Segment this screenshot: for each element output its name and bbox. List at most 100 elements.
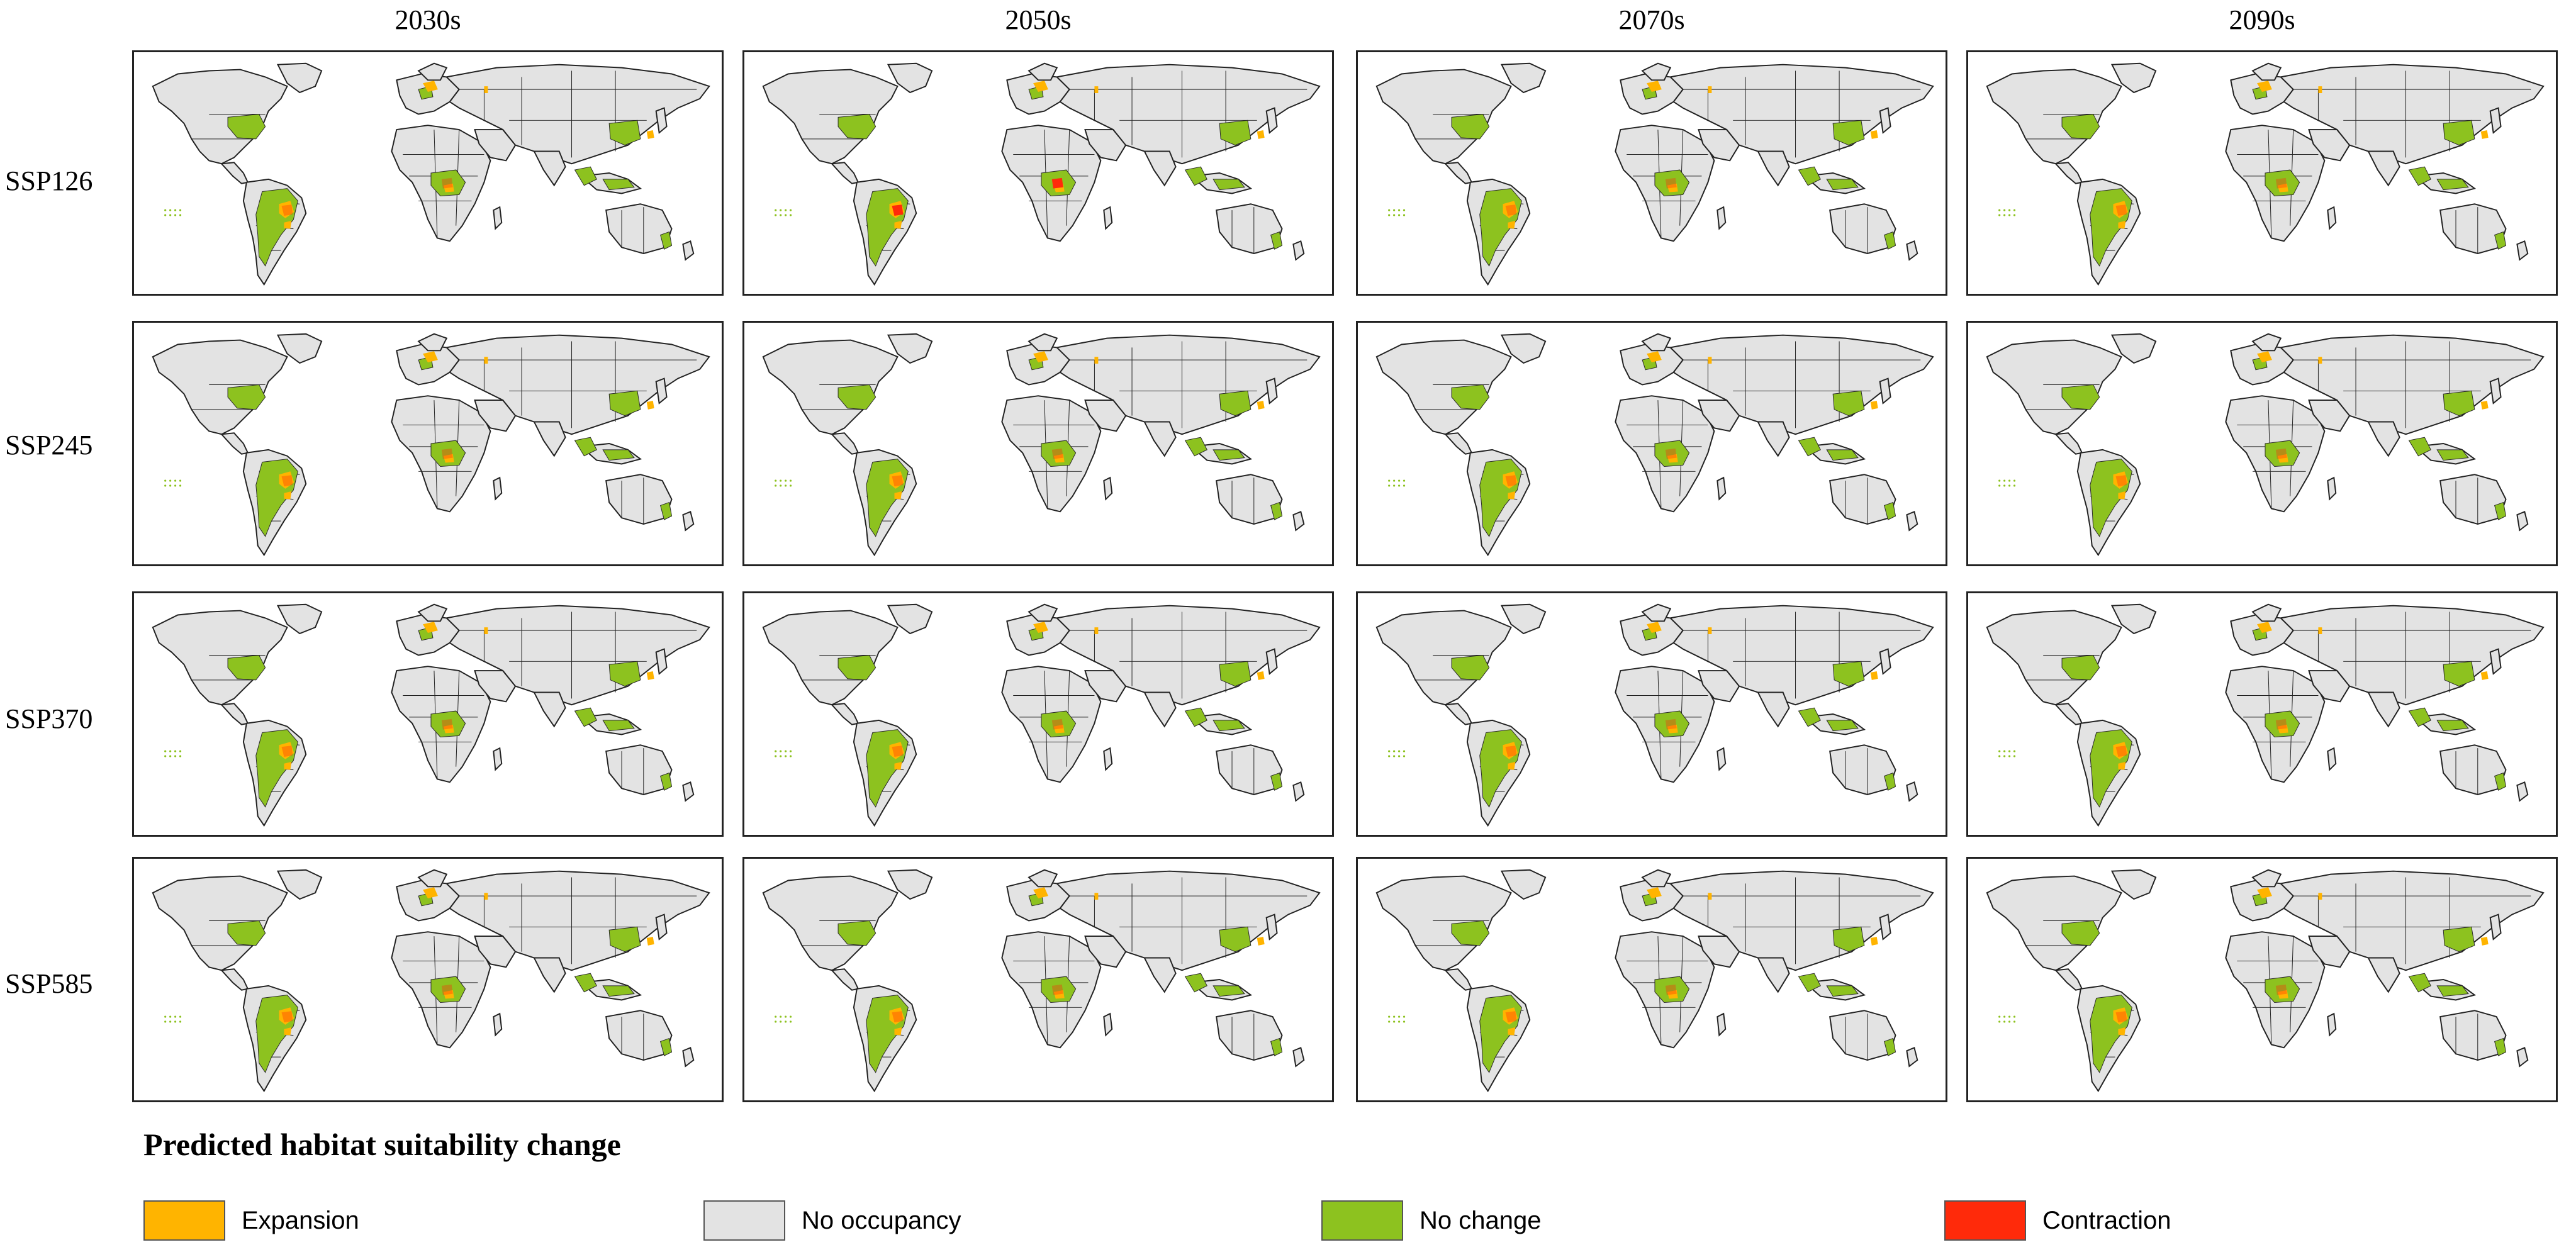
landmass-1: [1500, 62, 1547, 94]
contraction-region-1: [441, 177, 453, 189]
expansion-region-2: [2277, 454, 2288, 463]
landmass-0: [152, 339, 288, 435]
no-change-region-0: [1451, 113, 1490, 140]
no-change-region-5: [602, 449, 635, 461]
expansion-region-0: [889, 471, 905, 489]
no-change-region-0: [227, 113, 266, 140]
landmass-7: [1103, 1012, 1113, 1037]
island-dot: [775, 1020, 777, 1023]
landmass-5: [1028, 62, 1058, 81]
contraction-region-0: [2115, 746, 2127, 757]
landmass-1: [2110, 869, 2157, 900]
landmass-13: [1216, 1010, 1283, 1061]
island-dot: [1403, 750, 1406, 752]
column-title-2030s: 2030s: [395, 4, 461, 35]
no-change-region-4: [1184, 437, 1207, 457]
column-title-2090s: 2090s: [2229, 4, 2295, 35]
island-dot: [789, 1020, 792, 1023]
expansion-region-0: [279, 742, 294, 759]
landmass-7: [1716, 476, 1727, 501]
no-change-region-6: [2494, 501, 2507, 520]
island-dot: [169, 484, 172, 487]
island-dot: [1403, 209, 1406, 211]
contraction-region-0: [1505, 204, 1517, 216]
landmass-2: [220, 432, 249, 455]
contraction-region-0: [892, 475, 904, 486]
island-dot: [164, 1015, 167, 1018]
island-dot: [1393, 209, 1396, 211]
expansion-region-4: [1257, 671, 1265, 680]
island-dot: [1388, 479, 1391, 482]
landmass-0: [762, 875, 899, 971]
island-dot: [174, 214, 177, 216]
contraction-region-0: [281, 475, 293, 486]
no-change-region-4: [574, 973, 597, 993]
landmass-5: [2251, 603, 2282, 622]
island-dot: [164, 1020, 167, 1023]
no-change-region-0: [227, 384, 266, 410]
expansion-region-5: [1094, 357, 1099, 364]
island-dot: [775, 479, 777, 482]
landmass-5: [1028, 869, 1058, 888]
legend-item-expansion: Expansion: [143, 1198, 359, 1243]
island-dot: [2008, 209, 2011, 211]
island-dot: [1393, 1020, 1396, 1023]
island-dot: [2003, 479, 2006, 482]
landmass-14: [1292, 781, 1305, 802]
island-dot: [775, 209, 777, 211]
expansion-region-0: [279, 1007, 294, 1025]
landmass-0: [152, 610, 288, 706]
no-change-region-2: [2265, 169, 2300, 196]
landmass-12: [1879, 648, 1891, 675]
expansion-region-4: [2480, 937, 2489, 946]
contraction-region-0: [1505, 475, 1517, 486]
landmass-14: [682, 1046, 695, 1068]
expansion-region-4: [646, 937, 654, 946]
world-map: [1375, 62, 1934, 286]
island-dot: [789, 484, 792, 487]
landmass-12: [1879, 107, 1891, 134]
expansion-region-4: [1870, 401, 1878, 410]
no-change-region-0: [227, 920, 266, 946]
legend-item-no-change: No change: [1321, 1198, 1541, 1243]
no-change-region-2: [1654, 710, 1690, 737]
landmass-10: [1143, 150, 1177, 187]
expansion-region-0: [1503, 1007, 1518, 1025]
no-change-region-2: [1041, 710, 1077, 737]
landmass-12: [1265, 377, 1278, 405]
landmass-5: [417, 62, 448, 81]
landmass-13: [605, 1010, 673, 1061]
island-dot: [164, 750, 167, 752]
expansion-region-3: [1033, 887, 1048, 899]
landmass-13: [2439, 744, 2507, 796]
expansion-region-4: [1870, 937, 1878, 946]
expansion-region-2: [1053, 454, 1065, 463]
no-change-region-0: [837, 113, 876, 140]
no-change-region-5: [602, 720, 635, 732]
contraction-region-1: [1051, 718, 1063, 730]
no-change-region-4: [1184, 166, 1207, 186]
no-change-region-4: [574, 166, 597, 186]
landmass-5: [1641, 62, 1672, 81]
landmass-14: [1906, 781, 1918, 802]
island-dot: [780, 1015, 782, 1018]
no-change-region-4: [1798, 707, 1821, 727]
island-dot: [775, 214, 777, 216]
landmass-12: [655, 913, 668, 941]
no-change-region-2: [1654, 976, 1690, 1003]
expansion-region-5: [484, 893, 488, 900]
island-dot: [780, 750, 782, 752]
no-change-region-3: [608, 120, 641, 146]
island-dot: [1397, 484, 1401, 487]
landmass-13: [2439, 203, 2507, 255]
expansion-region-0: [279, 471, 294, 489]
expansion-region-3: [2257, 81, 2272, 92]
landmass-14: [1906, 240, 1918, 261]
contraction-region-1: [1051, 177, 1063, 189]
no-change-region-3: [2443, 926, 2475, 953]
map-panel-ssp585-2050s: [742, 857, 1334, 1102]
world-map: [1986, 603, 2545, 827]
island-dot: [784, 750, 787, 752]
island-dot: [2013, 750, 2016, 752]
island-dot: [1998, 214, 2001, 216]
